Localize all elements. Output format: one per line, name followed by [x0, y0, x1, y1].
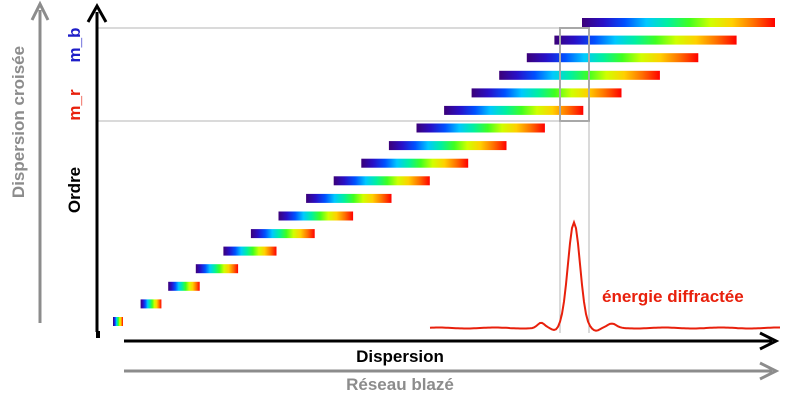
- spectral-order: [499, 70, 660, 80]
- diffracted-energy-curve: [429, 219, 780, 332]
- blazed-grating-arrowhead: [759, 361, 780, 381]
- spectral-order: [333, 176, 430, 186]
- spectral-order: [140, 299, 162, 309]
- spectral-order: [250, 229, 315, 239]
- spectral-order: [471, 88, 622, 98]
- spectral-order: [444, 105, 584, 115]
- m-b-label: m_b: [65, 28, 84, 63]
- spectral-order: [582, 18, 775, 27]
- spectral-order: [361, 158, 469, 168]
- axis-origin-tick: [96, 331, 100, 338]
- spectral-order: [388, 141, 507, 151]
- cross-dispersion-arrowhead: [30, 0, 50, 21]
- spectral-orders: [113, 18, 775, 326]
- spectral-order: [113, 317, 123, 326]
- m-r-label: m_r: [65, 89, 84, 121]
- blazed-grating-label: Réseau blazé: [346, 375, 454, 394]
- spectral-order: [526, 53, 699, 63]
- spectral-order: [416, 123, 545, 133]
- selection-box: [559, 27, 590, 122]
- order-label: Ordre: [65, 167, 84, 213]
- spectral-order: [278, 211, 354, 221]
- spectral-order: [168, 281, 200, 291]
- spectral-order: [554, 35, 737, 45]
- dispersion-axis-arrowhead: [759, 331, 780, 351]
- spectral-order: [223, 246, 277, 256]
- dispersion-label: Dispersion: [356, 347, 444, 366]
- spectral-order: [195, 264, 239, 274]
- diffracted-energy-label: énergie diffractée: [602, 287, 744, 306]
- spectral-order: [306, 193, 392, 203]
- cross-dispersion-label: Dispersion croisée: [9, 46, 28, 198]
- order-axis-arrowhead: [86, 2, 108, 23]
